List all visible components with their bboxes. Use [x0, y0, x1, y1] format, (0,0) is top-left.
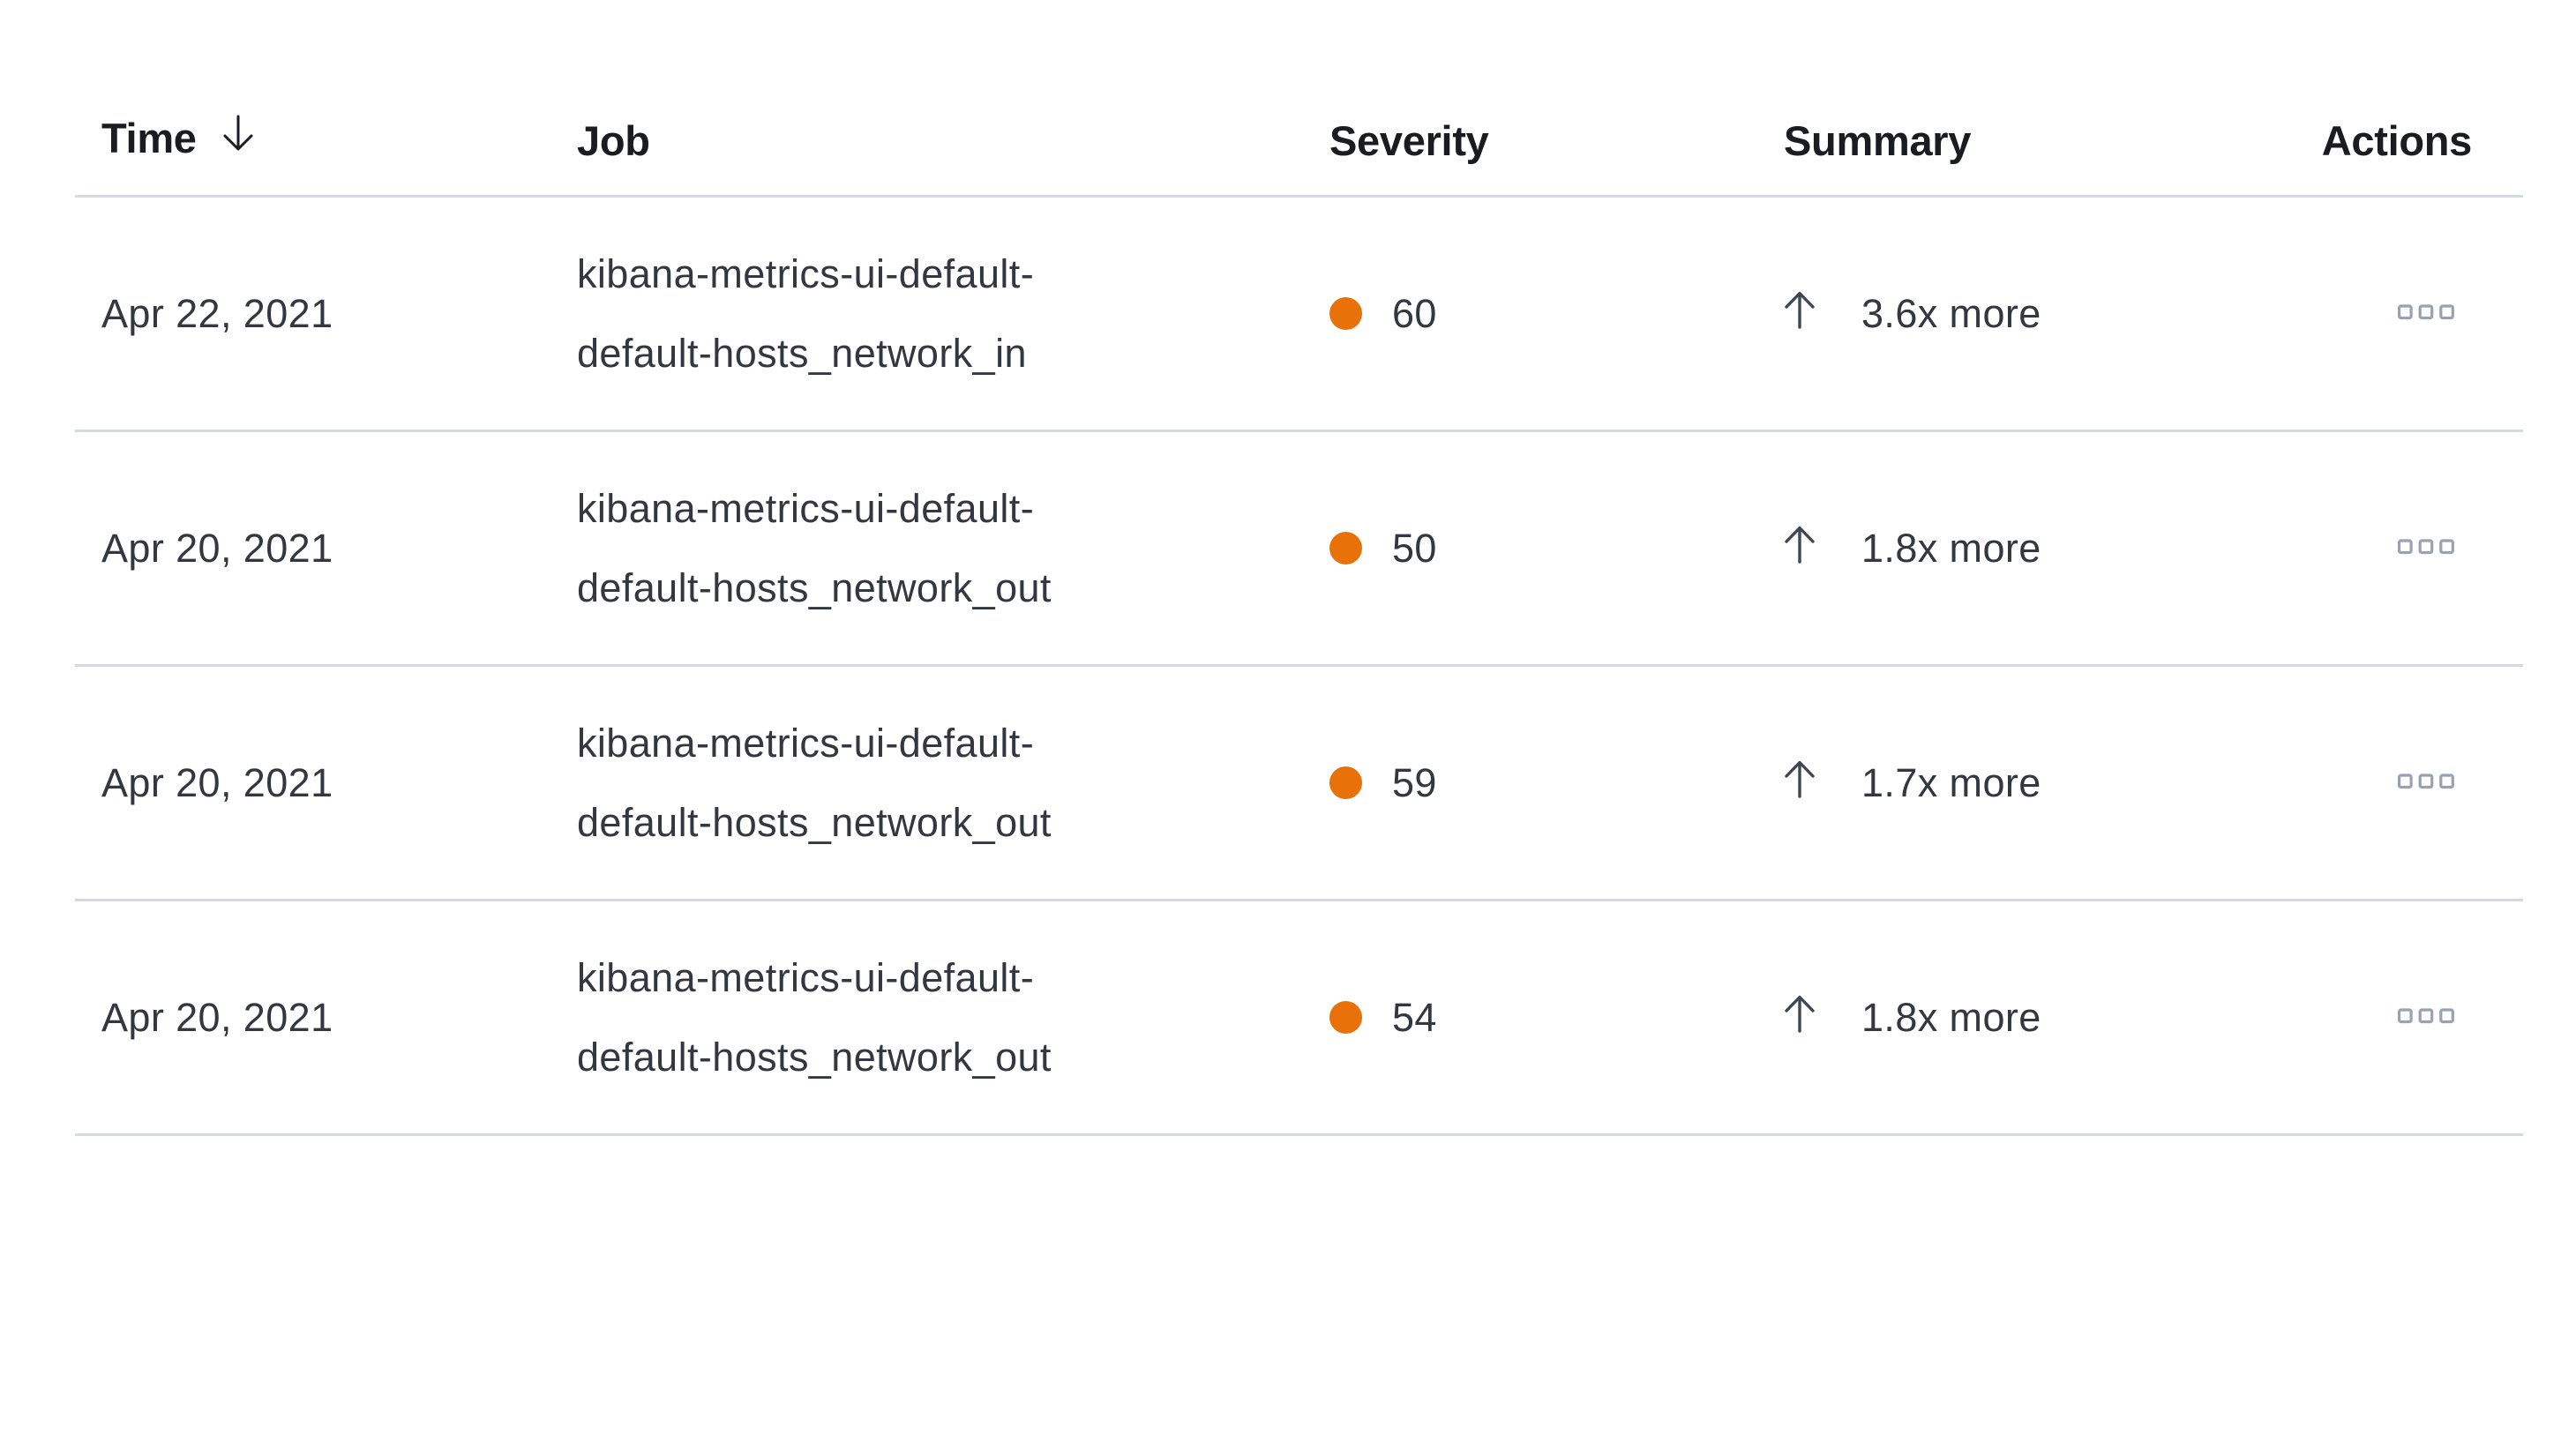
severity-score: 50: [1392, 525, 1437, 571]
severity-dot-icon: [1329, 766, 1362, 799]
column-header-severity-label: Severity: [1329, 117, 1489, 164]
job-name-line: kibana-metrics-ui-default-: [577, 485, 1035, 531]
job-name-line: default-hosts_network_in: [577, 330, 1027, 376]
time-cell: Apr 22, 2021: [101, 290, 333, 336]
sort-desc-icon: [220, 111, 257, 165]
arrow-up-icon: [1779, 521, 1820, 575]
summary-cell: 1.8x more: [1779, 521, 2316, 575]
severity-score: 54: [1392, 994, 1437, 1040]
boxes-horizontal-icon: [2398, 539, 2454, 557]
job-cell: kibana-metrics-ui-default- default-hosts…: [573, 469, 1328, 628]
row-actions-button[interactable]: [2398, 774, 2454, 792]
job-name-line: default-hosts_network_out: [577, 1034, 1052, 1080]
column-header-job-label: Job: [577, 117, 650, 164]
job-name-line: default-hosts_network_out: [577, 799, 1052, 845]
severity-dot-icon: [1329, 532, 1362, 564]
column-header-summary-label: Summary: [1784, 117, 1972, 164]
job-name-line: kibana-metrics-ui-default-: [577, 720, 1035, 766]
arrow-up-icon: [1779, 287, 1820, 340]
summary-cell: 3.6x more: [1779, 287, 2316, 340]
summary-text: 1.8x more: [1861, 994, 2041, 1040]
column-header-actions-label: Actions: [2321, 117, 2473, 164]
boxes-horizontal-icon: [2398, 774, 2454, 792]
time-cell: Apr 20, 2021: [101, 759, 333, 805]
job-cell: kibana-metrics-ui-default- default-hosts…: [573, 704, 1328, 863]
summary-text: 3.6x more: [1861, 290, 2041, 336]
table-row: Apr 22, 2021 kibana-metrics-ui-default- …: [75, 198, 2523, 432]
anomalies-table: Time Job Severity Summary Actions Apr 22…: [75, 0, 2523, 1136]
table-row: Apr 20, 2021 kibana-metrics-ui-default- …: [75, 901, 2523, 1136]
row-actions-button[interactable]: [2398, 539, 2454, 557]
actions-cell: [2316, 304, 2523, 323]
column-header-actions: Actions: [2316, 116, 2523, 165]
severity-cell: 60: [1328, 291, 1779, 337]
actions-cell: [2316, 1008, 2523, 1027]
column-header-time[interactable]: Time: [75, 111, 573, 165]
time-cell: Apr 20, 2021: [101, 994, 333, 1040]
boxes-horizontal-icon: [2398, 1008, 2454, 1027]
actions-cell: [2316, 539, 2523, 557]
job-name-line: default-hosts_network_out: [577, 564, 1052, 610]
column-header-summary: Summary: [1779, 116, 2316, 165]
summary-text: 1.8x more: [1861, 525, 2041, 571]
column-header-job: Job: [573, 116, 1328, 165]
severity-cell: 59: [1328, 760, 1779, 806]
actions-cell: [2316, 774, 2523, 792]
summary-cell: 1.7x more: [1779, 756, 2316, 810]
table-row: Apr 20, 2021 kibana-metrics-ui-default- …: [75, 432, 2523, 667]
table-row: Apr 20, 2021 kibana-metrics-ui-default- …: [75, 667, 2523, 901]
time-cell: Apr 20, 2021: [101, 525, 333, 571]
column-header-severity: Severity: [1328, 116, 1779, 165]
summary-text: 1.7x more: [1861, 759, 2041, 805]
job-name-line: kibana-metrics-ui-default-: [577, 250, 1035, 296]
row-actions-button[interactable]: [2398, 304, 2454, 323]
severity-cell: 54: [1328, 995, 1779, 1041]
column-header-time-label: Time: [101, 115, 197, 161]
arrow-up-icon: [1779, 756, 1820, 810]
severity-cell: 50: [1328, 526, 1779, 572]
severity-score: 60: [1392, 290, 1437, 336]
severity-dot-icon: [1329, 297, 1362, 330]
arrow-up-icon: [1779, 990, 1820, 1044]
job-cell: kibana-metrics-ui-default- default-hosts…: [573, 938, 1328, 1097]
job-cell: kibana-metrics-ui-default- default-hosts…: [573, 235, 1328, 393]
job-name-line: kibana-metrics-ui-default-: [577, 954, 1035, 1000]
severity-dot-icon: [1329, 1001, 1362, 1034]
severity-score: 59: [1392, 759, 1437, 805]
row-actions-button[interactable]: [2398, 1008, 2454, 1027]
summary-cell: 1.8x more: [1779, 990, 2316, 1044]
table-header-row: Time Job Severity Summary Actions: [75, 0, 2523, 198]
boxes-horizontal-icon: [2398, 304, 2454, 323]
